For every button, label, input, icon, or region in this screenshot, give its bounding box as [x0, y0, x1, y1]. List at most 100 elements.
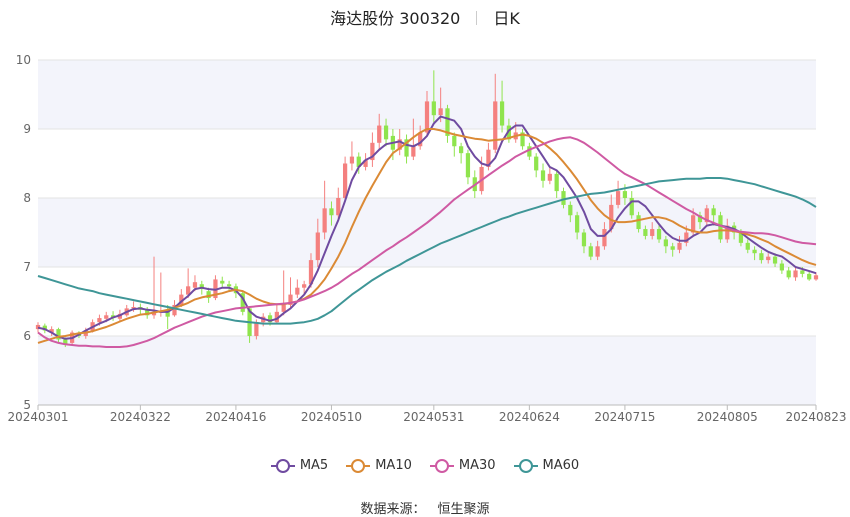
candle-body — [677, 242, 682, 250]
candle-body — [151, 311, 157, 316]
candle — [554, 170, 559, 198]
candle-body — [397, 139, 402, 150]
y-tick-label: 7 — [23, 260, 31, 274]
candle-body — [568, 204, 573, 216]
candle-body — [752, 249, 757, 254]
candle — [349, 141, 355, 171]
candle-body — [179, 294, 184, 305]
candle-body — [377, 125, 382, 143]
title-separator — [476, 11, 478, 25]
candle — [151, 256, 157, 319]
candle — [581, 229, 587, 254]
candle — [629, 191, 634, 219]
candle — [520, 129, 525, 150]
candle-body — [506, 125, 512, 140]
candle — [308, 253, 314, 288]
candle-body — [288, 294, 293, 305]
candle — [588, 242, 593, 261]
candle-body — [588, 246, 593, 257]
legend-item-ma10[interactable]: MA10 — [346, 458, 412, 473]
candle-body — [766, 256, 771, 261]
candle — [220, 276, 225, 288]
candle — [383, 118, 389, 147]
candlestick-chart[interactable]: 5 6 7 8 9 10 20240301 20240322 20240416 20240510… — [0, 0, 850, 450]
candle — [813, 272, 819, 281]
x-tick-label: 20240531 — [403, 410, 464, 424]
candle-body — [302, 284, 307, 288]
candle-body — [418, 132, 423, 147]
candle — [411, 118, 416, 161]
candle — [35, 322, 41, 333]
candle — [595, 240, 600, 261]
candle — [56, 327, 61, 343]
x-tick-label: 20240715 — [594, 410, 655, 424]
candle — [295, 279, 300, 299]
legend-marker-ma30 — [429, 458, 454, 473]
candle-body — [329, 208, 334, 216]
candle-body — [438, 108, 443, 116]
source-label: 数据来源： — [360, 502, 426, 517]
candle — [336, 187, 341, 219]
candle-body — [807, 273, 812, 280]
candle — [663, 235, 668, 254]
candle-body — [772, 256, 778, 264]
candle-body — [622, 191, 628, 198]
legend-item-ma5[interactable]: MA5 — [270, 458, 328, 473]
candle-body — [370, 142, 375, 161]
candle-body — [793, 270, 798, 278]
line-ma5 — [37, 115, 817, 340]
candle-body — [527, 146, 532, 157]
legend-marker-ma5 — [270, 458, 295, 473]
x-tick-label: 20240416 — [205, 410, 266, 424]
candle-body — [131, 307, 136, 309]
candle — [547, 166, 552, 185]
candle-body — [213, 279, 218, 299]
candle-body — [643, 229, 648, 236]
stock-name: 海达股份 300320 — [330, 9, 461, 28]
candle-body — [49, 329, 54, 333]
candle-body — [206, 291, 211, 299]
candle — [431, 70, 436, 123]
x-tick-label: 20240301 — [7, 410, 68, 424]
legend-item-ma60[interactable]: MA60 — [513, 458, 579, 473]
candle — [226, 280, 232, 291]
candle-body — [581, 232, 587, 247]
chart-title: 海达股份 300320 日K — [0, 5, 850, 29]
candle — [356, 152, 361, 174]
candle-body — [670, 246, 675, 250]
candle-body — [186, 286, 191, 295]
band-5 — [38, 336, 816, 405]
x-tick-label: 20240624 — [499, 410, 560, 424]
candle-body — [383, 125, 389, 140]
candle-body — [281, 304, 286, 312]
candle-body — [615, 191, 621, 205]
candle — [793, 267, 798, 281]
candle — [404, 134, 409, 164]
y-tick-label: 9 — [23, 122, 31, 136]
candle-body — [445, 108, 450, 136]
candle-body — [725, 225, 730, 240]
candle — [370, 132, 375, 167]
candle — [363, 153, 368, 171]
line-ma60 — [37, 177, 817, 325]
candle-body — [663, 239, 668, 247]
candle-body — [315, 232, 320, 261]
legend-item-ma30[interactable]: MA30 — [429, 458, 496, 473]
legend-marker-ma60 — [513, 458, 538, 473]
candle-body — [759, 253, 764, 261]
candle-body — [336, 198, 341, 216]
candle-body — [240, 293, 245, 312]
line-ma30 — [37, 136, 817, 348]
candle-body — [97, 318, 102, 323]
candle-body — [520, 132, 525, 147]
candle — [322, 180, 327, 240]
candle — [281, 270, 286, 316]
candle — [745, 239, 750, 254]
source-name: 恒生聚源 — [437, 502, 490, 517]
candle-body — [42, 325, 47, 331]
candle — [179, 289, 184, 308]
candle-body — [595, 246, 600, 257]
candle-body — [493, 101, 498, 150]
candle — [452, 132, 457, 157]
